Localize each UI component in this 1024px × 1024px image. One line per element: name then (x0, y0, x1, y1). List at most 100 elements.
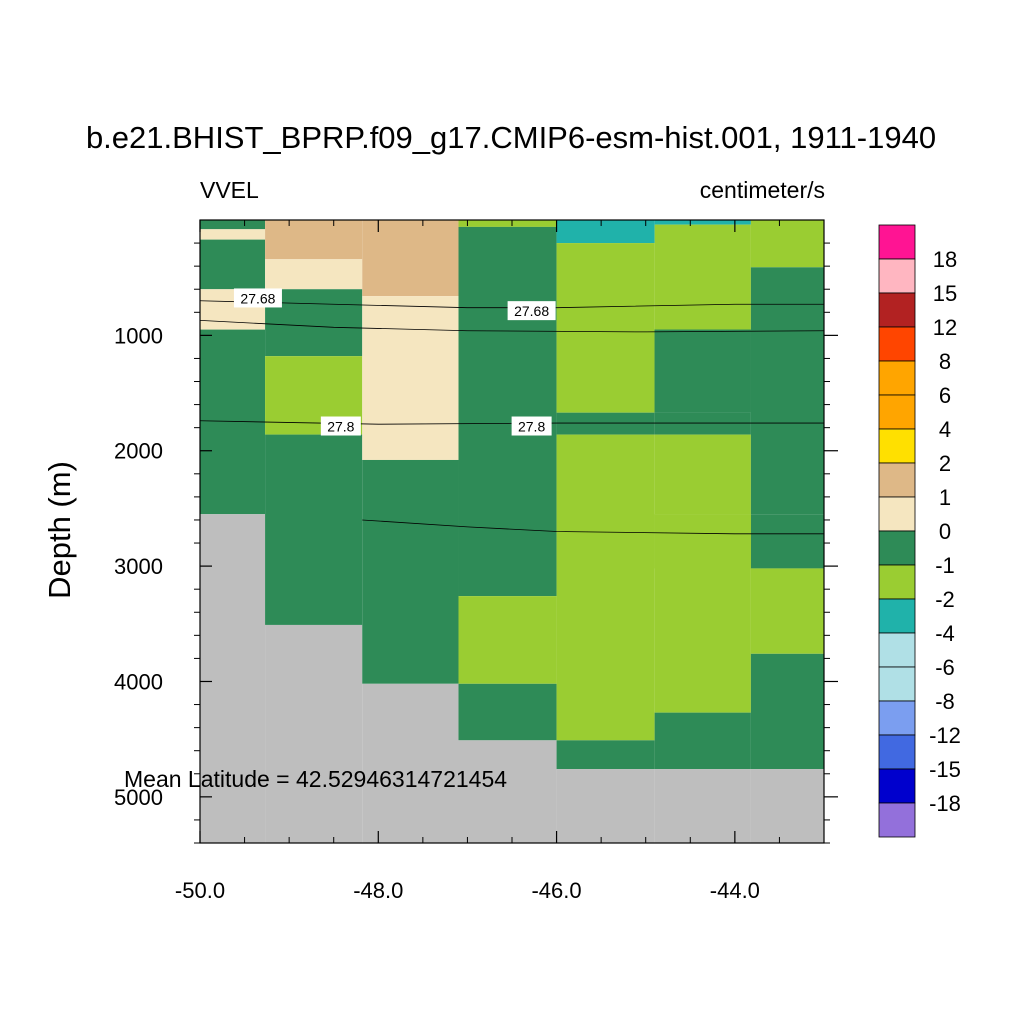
heatmap-cell (750, 267, 824, 515)
heatmap-cell (362, 296, 459, 460)
contour-label: 27.68 (240, 290, 275, 306)
y-tick-label: 1000 (114, 323, 163, 348)
colorbar-swatch (878, 224, 916, 260)
heatmap-cell (654, 769, 751, 843)
colorbar-label: 8 (939, 349, 951, 374)
colorbar-swatch (878, 564, 916, 600)
heatmap-cell (200, 220, 266, 230)
colorbar-label: 0 (939, 519, 951, 544)
colorbar-swatch (878, 258, 916, 294)
heatmap-cell (654, 329, 751, 413)
contour-label: 27.8 (327, 419, 354, 435)
heatmap-cell (362, 683, 459, 843)
heatmap-cell (458, 220, 557, 227)
colorbar-label: -2 (935, 587, 955, 612)
colorbar-label: -15 (929, 757, 961, 782)
colorbar-swatch (878, 496, 916, 532)
y-tick-label: 4000 (114, 669, 163, 694)
x-tick-label: -44.0 (710, 878, 760, 903)
heatmap-cell (556, 220, 655, 244)
chart-title: b.e21.BHIST_BPRP.f09_g17.CMIP6-esm-hist.… (86, 120, 936, 155)
heatmap-cell (556, 412, 655, 435)
heatmap-cell (200, 239, 266, 290)
colorbar: 18 15 12 8 6 4 2 1 0 -1 -2 -4 -6 -8 -12 -15 -18 (878, 224, 961, 838)
heatmap-cell (200, 229, 266, 240)
heatmap-cell (654, 514, 751, 569)
colorbar-swatch (878, 428, 916, 464)
heatmap-cell (654, 220, 751, 225)
contour-line (362, 519, 824, 535)
colorbar-swatch (878, 802, 916, 838)
heatmap-cell (654, 224, 751, 330)
colorbar-label: -12 (929, 723, 961, 748)
heatmap-cell (458, 683, 557, 741)
heatmap-cell (362, 459, 459, 684)
heatmap-cell (750, 769, 824, 843)
heatmap-cell (458, 226, 557, 597)
heatmap-cell (362, 220, 459, 297)
heatmap-cell (265, 434, 363, 625)
x-tick-label: -50.0 (175, 878, 225, 903)
heatmap-cell (750, 568, 824, 654)
heatmap-cell (556, 243, 655, 413)
colorbar-swatch (878, 598, 916, 634)
colorbar-label: 12 (933, 315, 957, 340)
colorbar-label: 4 (939, 417, 951, 442)
contour-line (199, 319, 825, 333)
colorbar-label: 2 (939, 451, 951, 476)
heatmap-cell (654, 712, 751, 770)
colorbar-label: 6 (939, 383, 951, 408)
colorbar-label: -6 (935, 655, 955, 680)
colorbar-swatch (878, 326, 916, 362)
colorbar-swatch (878, 700, 916, 736)
y-tick-label: 3000 (114, 554, 163, 579)
contour-label-box (511, 416, 552, 436)
colorbar-label: 15 (933, 281, 957, 306)
colorbar-swatch (878, 292, 916, 328)
colorbar-swatch (878, 768, 916, 804)
colorbar-label: 1 (939, 485, 951, 510)
heatmap-cell (750, 653, 824, 770)
colorbar-swatch (878, 632, 916, 668)
mean-latitude-annotation: Mean Latitude = 42.52946314721454 (124, 766, 507, 792)
colorbar-label: -4 (935, 621, 955, 646)
colorbar-swatch (878, 666, 916, 702)
colorbar-label: -1 (935, 553, 955, 578)
contour-labels: 27.68 27.68 27.8 27.8 (233, 288, 556, 436)
heatmap-cell (200, 514, 266, 843)
colorbar-swatch (878, 530, 916, 566)
heatmap-cell (556, 434, 655, 741)
colorbar-swatch (878, 360, 916, 396)
x-tick-label: -48.0 (353, 878, 403, 903)
heatmap-cell (458, 596, 557, 684)
y-tick-label: 2000 (114, 439, 163, 464)
heatmap-cell (654, 434, 751, 515)
plot-cells (200, 220, 824, 843)
contour-label: 27.8 (518, 419, 545, 435)
contour-label-box (507, 301, 556, 321)
colorbar-label: -8 (935, 689, 955, 714)
y-axis-label: Depth (m) (42, 461, 77, 599)
heatmap-cell (265, 220, 363, 260)
heatmap-cell (556, 740, 655, 770)
y-tick-label: 5000 (114, 785, 163, 810)
units-label: centimeter/s (700, 177, 825, 203)
contour-line (199, 420, 824, 425)
contour-label-box (233, 288, 282, 308)
colorbar-label: -18 (929, 791, 961, 816)
colorbar-label: 18 (933, 247, 957, 272)
colorbar-swatch (878, 734, 916, 770)
heatmap-cell (750, 514, 824, 569)
axis-ticks: -50.0 -48.0 -46.0 -44.0 1000 2000 3000 4000 5000 (114, 220, 838, 903)
heatmap-cell (265, 259, 363, 290)
contour-label: 27.68 (514, 303, 549, 319)
variable-label: VVEL (200, 177, 259, 203)
heatmap-cell (556, 769, 655, 843)
colorbar-swatch (878, 394, 916, 430)
heatmap-cell (458, 740, 557, 843)
heatmap-cell (750, 220, 824, 268)
contour-label-box (320, 416, 361, 436)
colorbar-swatch (878, 462, 916, 498)
x-tick-label: -46.0 (531, 878, 581, 903)
